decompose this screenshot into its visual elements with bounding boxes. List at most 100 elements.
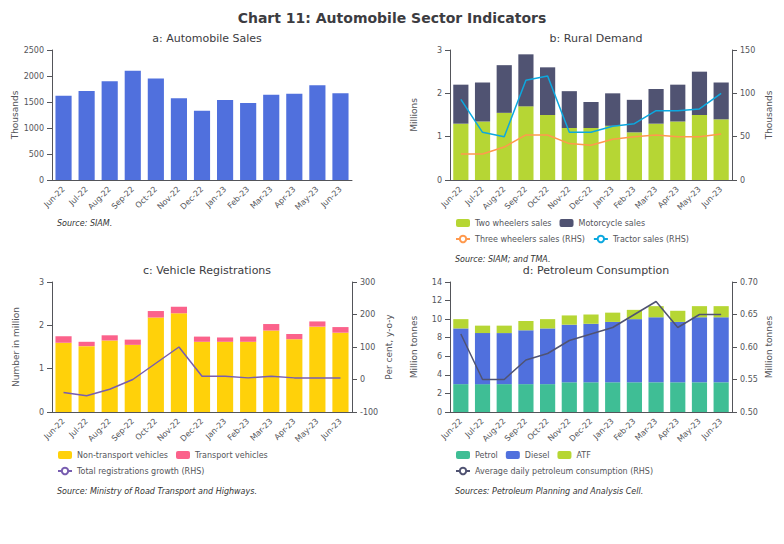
svg-text:Three wheelers sales (RHS): Three wheelers sales (RHS) [474, 235, 585, 244]
svg-text:100: 100 [360, 343, 375, 352]
svg-text:Dec-22: Dec-22 [179, 185, 206, 212]
svg-text:Mar-23: Mar-23 [249, 417, 275, 443]
svg-text:3: 3 [39, 278, 44, 287]
svg-text:Feb-23: Feb-23 [226, 417, 252, 443]
svg-text:0: 0 [740, 176, 745, 185]
svg-text:0: 0 [437, 176, 442, 185]
svg-text:500: 500 [29, 150, 44, 159]
svg-text:0.60: 0.60 [740, 343, 758, 352]
svg-text:2: 2 [437, 89, 442, 98]
svg-text:Per cent, y-o-y: Per cent, y-o-y [384, 314, 394, 380]
svg-text:c: Vehicle Registrations: c: Vehicle Registrations [143, 264, 271, 277]
svg-text:a: Automobile Sales: a: Automobile Sales [152, 32, 262, 45]
svg-text:0: 0 [437, 408, 442, 417]
svg-text:Oct-22: Oct-22 [134, 185, 159, 210]
svg-text:-100: -100 [360, 408, 378, 417]
svg-text:Jun-22: Jun-22 [439, 185, 464, 210]
svg-text:Thousands: Thousands [10, 90, 20, 140]
svg-text:Feb-23: Feb-23 [612, 185, 638, 211]
svg-text:Number in million: Number in million [11, 307, 21, 387]
svg-text:1: 1 [437, 132, 442, 141]
svg-text:Motorcycle sales: Motorcycle sales [579, 219, 646, 228]
svg-text:Tractor sales (RHS): Tractor sales (RHS) [612, 235, 689, 244]
svg-text:Sep-22: Sep-22 [110, 185, 136, 211]
svg-text:Nov-22: Nov-22 [546, 417, 572, 443]
svg-text:200: 200 [360, 310, 375, 319]
svg-text:0.55: 0.55 [740, 375, 758, 384]
svg-text:Nov-22: Nov-22 [156, 185, 182, 211]
svg-text:Aug-22: Aug-22 [86, 417, 113, 444]
svg-text:0: 0 [39, 408, 44, 417]
svg-text:3: 3 [437, 46, 442, 55]
svg-text:Jan-23: Jan-23 [591, 185, 616, 210]
svg-text:Feb-23: Feb-23 [612, 417, 638, 443]
svg-text:Mar-23: Mar-23 [633, 417, 659, 443]
svg-text:Non-transport vehicles: Non-transport vehicles [77, 451, 168, 460]
svg-text:1500: 1500 [24, 98, 44, 107]
svg-text:Source: SIAM.: Source: SIAM. [57, 219, 112, 228]
svg-text:Dec-22: Dec-22 [179, 417, 206, 444]
svg-text:Jun-23: Jun-23 [699, 417, 724, 442]
svg-text:2: 2 [39, 321, 44, 330]
svg-text:100: 100 [740, 89, 755, 98]
svg-text:Million tonnes: Million tonnes [409, 315, 419, 378]
svg-text:Feb-23: Feb-23 [226, 185, 252, 211]
svg-text:2000: 2000 [24, 72, 44, 81]
svg-text:d: Petroleum Consumption: d: Petroleum Consumption [523, 264, 669, 277]
svg-text:Dec-22: Dec-22 [568, 185, 595, 212]
svg-text:Sep-22: Sep-22 [503, 185, 529, 211]
svg-text:2500: 2500 [24, 46, 44, 55]
svg-text:Jan-23: Jan-23 [203, 185, 228, 210]
svg-text:Two wheelers sales: Two wheelers sales [474, 219, 552, 228]
svg-text:0: 0 [39, 176, 44, 185]
svg-text:Chart 11: Automobile Sector In: Chart 11: Automobile Sector Indicators [238, 10, 547, 26]
svg-text:Jan-23: Jan-23 [591, 417, 616, 442]
svg-text:Jun-22: Jun-22 [42, 185, 67, 210]
svg-text:0: 0 [360, 375, 365, 384]
svg-text:Nov-22: Nov-22 [156, 417, 182, 443]
svg-text:Aug-22: Aug-22 [86, 185, 113, 212]
svg-text:0.65: 0.65 [740, 310, 758, 319]
svg-text:Sources: Petroleum Planning an: Sources: Petroleum Planning and Analysis… [455, 487, 643, 496]
svg-text:Petrol: Petrol [475, 451, 498, 460]
svg-text:1000: 1000 [24, 124, 44, 133]
svg-text:Million tonnes: Million tonnes [764, 315, 774, 378]
svg-text:8: 8 [437, 333, 442, 342]
svg-text:Diesel: Diesel [525, 451, 550, 460]
svg-text:Jun-23: Jun-23 [319, 185, 344, 210]
svg-text:b: Rural Demand: b: Rural Demand [550, 32, 643, 45]
svg-text:Mar-23: Mar-23 [633, 185, 659, 211]
svg-text:0.70: 0.70 [740, 278, 758, 287]
svg-text:ATF: ATF [576, 451, 591, 460]
svg-text:Jun-22: Jun-22 [439, 417, 464, 442]
svg-text:4: 4 [437, 370, 442, 379]
svg-text:1: 1 [39, 364, 44, 373]
svg-text:May-23: May-23 [293, 417, 320, 444]
svg-text:300: 300 [360, 278, 375, 287]
svg-text:Thousands: Thousands [764, 90, 774, 140]
svg-text:Total registrations growth (RH: Total registrations growth (RHS) [76, 467, 204, 476]
svg-text:0.50: 0.50 [740, 408, 758, 417]
svg-text:6: 6 [437, 352, 442, 361]
svg-text:Dec-22: Dec-22 [568, 417, 595, 444]
svg-text:Sep-22: Sep-22 [503, 417, 529, 443]
svg-text:Transport vehicles: Transport vehicles [194, 451, 268, 460]
svg-text:Aug-22: Aug-22 [481, 417, 508, 444]
svg-text:150: 150 [740, 46, 755, 55]
svg-text:Source: SIAM; and TMA.: Source: SIAM; and TMA. [455, 255, 551, 264]
svg-text:14: 14 [432, 278, 442, 287]
svg-text:Jun-23: Jun-23 [319, 417, 344, 442]
svg-text:Nov-22: Nov-22 [546, 185, 572, 211]
svg-text:12: 12 [432, 296, 442, 305]
svg-text:10: 10 [432, 315, 442, 324]
svg-text:50: 50 [740, 132, 750, 141]
svg-text:Oct-22: Oct-22 [134, 417, 159, 442]
svg-text:May-23: May-23 [675, 417, 702, 444]
svg-text:Jan-23: Jan-23 [203, 417, 228, 442]
svg-text:Aug-22: Aug-22 [481, 185, 508, 212]
svg-text:Mar-23: Mar-23 [249, 185, 275, 211]
svg-text:May-23: May-23 [293, 185, 320, 212]
svg-text:Jun-22: Jun-22 [42, 417, 67, 442]
svg-text:Sep-22: Sep-22 [110, 417, 136, 443]
svg-text:Jun-23: Jun-23 [699, 185, 724, 210]
